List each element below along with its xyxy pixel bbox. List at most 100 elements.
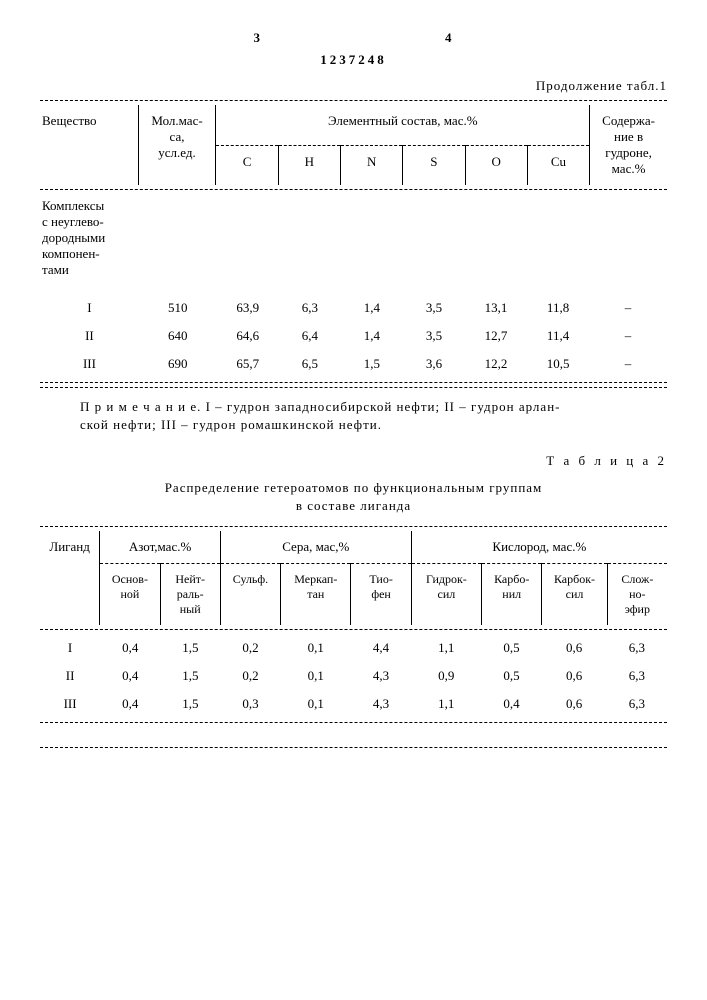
page-num-left: 3 [254,30,263,46]
col-ester: Слож- но- эфир [607,564,667,626]
cell: 64,6 [217,322,279,350]
cell: 11,4 [527,322,589,350]
col-nitrogen: Азот,мас.% [100,531,221,564]
cell: 0,5 [481,634,541,662]
col-carbox: Карбок- сил [542,564,607,626]
cell: 0,1 [281,690,351,718]
cell: 6,4 [279,322,341,350]
rule [40,189,667,190]
cell: 0,1 [281,662,351,690]
col-carbonyl: Карбо- нил [482,564,542,626]
cell: 0,1 [281,634,351,662]
cell: 0,4 [100,634,160,662]
col-oxygen: Кислород, мас.% [411,531,667,564]
table-row: III 0,4 1,5 0,3 0,1 4,3 1,1 0,4 0,6 6,3 [40,690,667,718]
cell: 3,5 [403,322,465,350]
cell: 0,4 [100,690,160,718]
cell: 1,4 [341,294,403,322]
cell: 4,4 [351,634,411,662]
col-substance: Вещество [40,105,138,185]
col-n: N [341,145,403,185]
row-id: II [40,662,100,690]
table-1-note: П р и м е ч а н и е. I – гудрон западнос… [80,398,667,433]
page-num-right: 4 [445,30,454,46]
table-2-body: I 0,4 1,5 0,2 0,1 4,4 1,1 0,5 0,6 6,3 II… [40,634,667,718]
row-id: I [40,294,139,322]
table-row: III 690 65,7 6,5 1,5 3,6 12,2 10,5 – [40,350,667,378]
col-cu: Cu [527,145,589,185]
cell: – [589,294,667,322]
cell: 0,2 [220,634,280,662]
table-row: I 0,4 1,5 0,2 0,1 4,4 1,1 0,5 0,6 6,3 [40,634,667,662]
cell: 640 [139,322,217,350]
cell: 1,4 [341,322,403,350]
cell: 0,3 [220,690,280,718]
cell: 6,3 [607,690,667,718]
col-ligand: Лиганд [40,531,100,625]
col-molmass: Мол.мас- са, усл.ед. [138,105,216,185]
col-basic: Основ- ной [100,564,160,626]
page-numbers: 3 4 [254,30,454,46]
col-o: O [465,145,527,185]
cell: 1,1 [411,690,481,718]
table-1-body: Комплексы с неуглево- дородными компонен… [40,194,667,378]
col-neutral: Нейт- раль- ный [160,564,220,626]
doc-number: 1237248 [40,52,667,68]
cell: – [589,322,667,350]
rule [40,722,667,723]
col-content: Содержа- ние в гудроне, мас.% [590,105,667,185]
cell: 1,5 [160,662,220,690]
table-row: II 0,4 1,5 0,2 0,1 4,3 0,9 0,5 0,6 6,3 [40,662,667,690]
cell: 11,8 [527,294,589,322]
cell: 13,1 [465,294,527,322]
cell: 0,6 [542,690,607,718]
row-id: II [40,322,139,350]
cell: 3,5 [403,294,465,322]
rule [40,747,667,748]
cell: 6,3 [607,662,667,690]
cell: 6,3 [279,294,341,322]
row-id: I [40,634,100,662]
cell: 6,5 [279,350,341,378]
cell: 0,4 [481,690,541,718]
cell: 510 [139,294,217,322]
rule [40,387,667,388]
col-c: C [216,145,278,185]
cell: 0,2 [220,662,280,690]
col-sulf: Сульф. [220,564,280,626]
rule [40,526,667,527]
col-merc: Меркап- тан [281,564,351,626]
rule [40,100,667,101]
cell: 12,7 [465,322,527,350]
cell: 0,6 [542,662,607,690]
col-thio: Тио- фен [351,564,411,626]
col-elem-title: Элементный состав, мас.% [216,105,590,145]
cell: 12,2 [465,350,527,378]
row-id: III [40,690,100,718]
cell: 0,4 [100,662,160,690]
cell: 65,7 [217,350,279,378]
cell: 0,9 [411,662,481,690]
row-id: III [40,350,139,378]
cell: 1,1 [411,634,481,662]
table-row: I 510 63,9 6,3 1,4 3,5 13,1 11,8 – [40,294,667,322]
cell: 0,5 [481,662,541,690]
cell: 1,5 [341,350,403,378]
rule [40,629,667,630]
cell: 3,6 [403,350,465,378]
group-label: Комплексы с неуглево- дородными компонен… [40,194,139,294]
table-2-label: Т а б л и ц а 2 [40,453,667,469]
table-2-title: Распределение гетероатомов по функционал… [40,479,667,514]
cell: 6,3 [607,634,667,662]
cell: 1,5 [160,690,220,718]
col-sulfur: Сера, мас,% [220,531,411,564]
cell: 1,5 [160,634,220,662]
cell: 10,5 [527,350,589,378]
col-hydrox: Гидрок- сил [411,564,481,626]
cell: 690 [139,350,217,378]
col-h: H [278,145,340,185]
cell: 4,3 [351,690,411,718]
cell: – [589,350,667,378]
table-row: II 640 64,6 6,4 1,4 3,5 12,7 11,4 – [40,322,667,350]
cell: 0,6 [542,634,607,662]
